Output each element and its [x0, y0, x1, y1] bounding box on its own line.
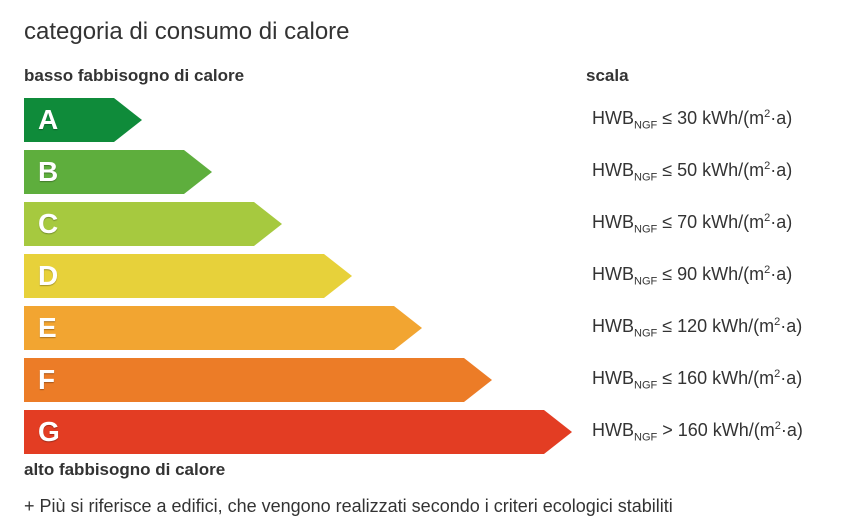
low-consumption-label: basso fabbisogno di calore	[24, 66, 244, 86]
energy-rating-chart: A HWBNGF ≤ 30 kWh/(m2·a) B HWBNGF ≤ 50 kWh/…	[24, 96, 826, 456]
arrow-body: C	[24, 202, 254, 246]
scale-value: HWBNGF ≤ 90 kWh/(m2·a)	[584, 264, 826, 288]
rating-letter: C	[38, 208, 58, 240]
arrow-body: A	[24, 98, 114, 142]
scale-value: HWBNGF ≤ 30 kWh/(m2·a)	[584, 108, 826, 132]
arrow-head-icon	[394, 306, 422, 350]
scale-value: HWBNGF > 160 kWh/(m2·a)	[584, 420, 826, 444]
chart-title: categoria di consumo di calore	[24, 18, 826, 46]
scale-value: HWBNGF ≤ 50 kWh/(m2·a)	[584, 160, 826, 184]
rating-letter: G	[38, 416, 60, 448]
high-consumption-label: alto fabbisogno di calore	[24, 460, 826, 480]
rating-arrow-a: A	[24, 98, 142, 142]
scale-value: HWBNGF ≤ 70 kWh/(m2·a)	[584, 212, 826, 236]
rating-letter: D	[38, 260, 58, 292]
rating-arrow-c: C	[24, 202, 282, 246]
scale-value: HWBNGF ≤ 120 kWh/(m2·a)	[584, 316, 826, 340]
rating-arrow-f: F	[24, 358, 492, 402]
arrow-body: B	[24, 150, 184, 194]
rating-letter: F	[38, 364, 55, 396]
arrow-head-icon	[544, 410, 572, 454]
scale-value: HWBNGF ≤ 160 kWh/(m2·a)	[584, 368, 826, 392]
arrow-head-icon	[464, 358, 492, 402]
rating-row-a: A HWBNGF ≤ 30 kWh/(m2·a)	[24, 96, 826, 144]
arrow-wrap: A	[24, 98, 584, 142]
arrow-head-icon	[184, 150, 212, 194]
rating-row-e: E HWBNGF ≤ 120 kWh/(m2·a)	[24, 304, 826, 352]
arrow-wrap: E	[24, 306, 584, 350]
arrow-wrap: D	[24, 254, 584, 298]
footnote: + Più si riferisce a edifici, che vengon…	[24, 496, 826, 517]
rating-row-f: F HWBNGF ≤ 160 kWh/(m2·a)	[24, 356, 826, 404]
rating-row-b: B HWBNGF ≤ 50 kWh/(m2·a)	[24, 148, 826, 196]
rating-row-c: C HWBNGF ≤ 70 kWh/(m2·a)	[24, 200, 826, 248]
arrow-wrap: F	[24, 358, 584, 402]
arrow-body: F	[24, 358, 464, 402]
arrow-head-icon	[114, 98, 142, 142]
rating-arrow-e: E	[24, 306, 422, 350]
arrow-wrap: B	[24, 150, 584, 194]
rating-arrow-d: D	[24, 254, 352, 298]
arrow-head-icon	[254, 202, 282, 246]
rating-arrow-b: B	[24, 150, 212, 194]
header-row: basso fabbisogno di calore scala	[24, 66, 826, 86]
rating-arrow-g: G	[24, 410, 572, 454]
arrow-wrap: C	[24, 202, 584, 246]
arrow-body: G	[24, 410, 544, 454]
arrow-head-icon	[324, 254, 352, 298]
rating-row-g: G HWBNGF > 160 kWh/(m2·a)	[24, 408, 826, 456]
rating-letter: A	[38, 104, 58, 136]
arrow-body: E	[24, 306, 394, 350]
arrow-body: D	[24, 254, 324, 298]
arrow-wrap: G	[24, 410, 584, 454]
rating-row-d: D HWBNGF ≤ 90 kWh/(m2·a)	[24, 252, 826, 300]
scale-header: scala	[586, 66, 826, 86]
rating-letter: E	[38, 312, 57, 344]
rating-letter: B	[38, 156, 58, 188]
